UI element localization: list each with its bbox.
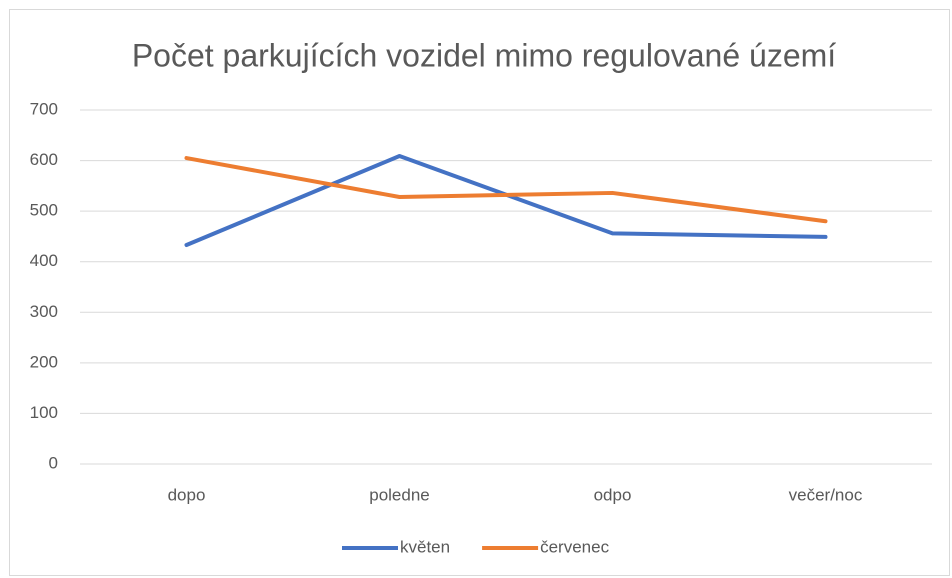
y-tick-label: 200 [30, 352, 58, 371]
chart-title: Počet parkujících vozidel mimo regulovan… [132, 37, 836, 73]
series-line [184, 156, 828, 224]
chart-border [9, 9, 950, 576]
y-tick-label: 700 [30, 99, 58, 118]
x-tick-label: večer/noc [789, 485, 863, 504]
y-tick-label: 500 [30, 201, 58, 220]
x-tick-label: dopo [168, 485, 206, 504]
x-tick-label: odpo [594, 485, 632, 504]
y-tick-label: 100 [30, 403, 58, 422]
y-tick-label: 400 [30, 251, 58, 270]
x-tick-label: poledne [369, 485, 430, 504]
legend-label: květen [400, 537, 450, 556]
y-tick-label: 300 [30, 302, 58, 321]
y-tick-label: 600 [30, 150, 58, 169]
legend-label: červenec [540, 537, 609, 556]
y-tick-label: 0 [49, 453, 58, 472]
